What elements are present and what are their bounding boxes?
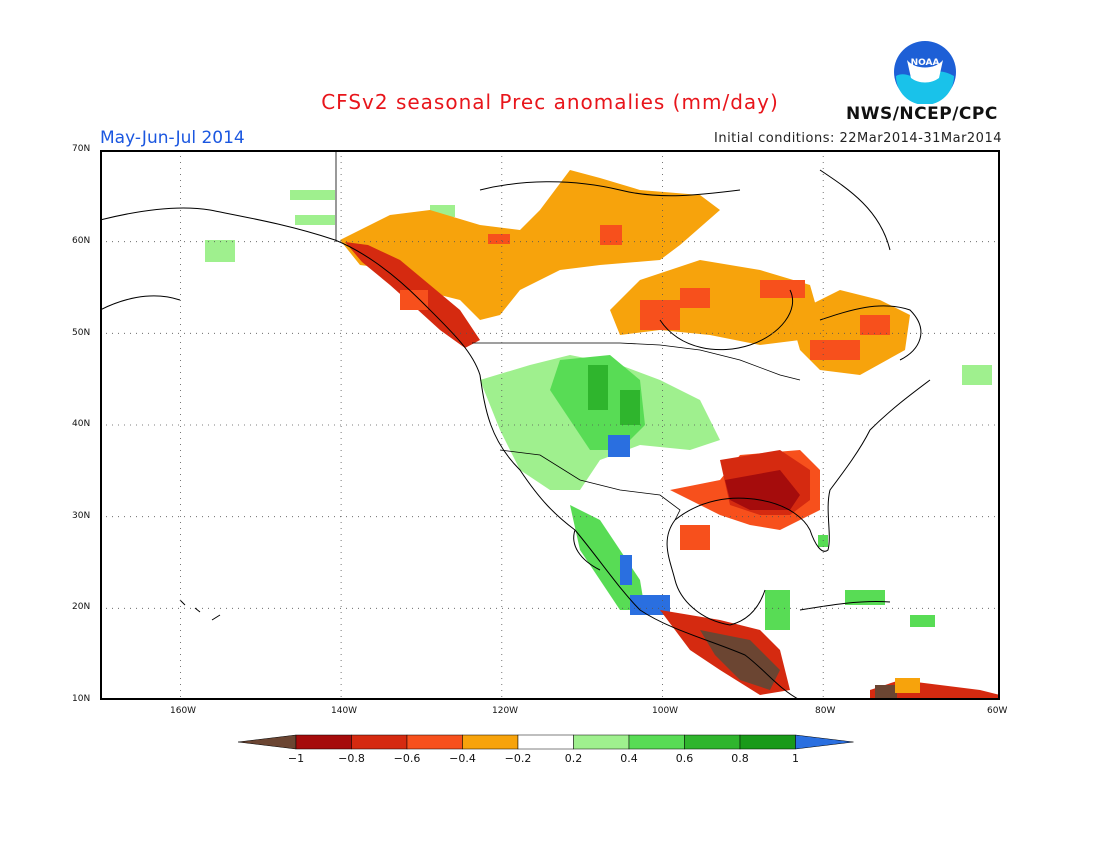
lat-label: 30N	[72, 511, 91, 521]
agency-label: NWS/NCEP/CPC	[846, 104, 998, 124]
colorbar-tick-label: −1	[287, 752, 305, 765]
colorbar-tick-label: 0.4	[620, 752, 638, 765]
chart-title: CFSv2 seasonal Prec anomalies (mm/day)	[321, 90, 779, 114]
colorbar-cell	[739, 734, 796, 750]
colorbar-cell	[406, 734, 463, 750]
colorbar-cell	[462, 734, 519, 750]
graticule	[100, 150, 1000, 700]
anomaly-map	[100, 150, 1000, 700]
colorbar-cell	[628, 734, 685, 750]
lon-label: 120W	[492, 706, 519, 716]
lat-label: 10N	[72, 694, 91, 704]
logo-text: NOAA	[911, 58, 940, 68]
lon-label: 80W	[815, 706, 836, 716]
colorbar-tick-label: 0.8	[731, 752, 749, 765]
colorbar-cell	[684, 734, 741, 750]
anomaly-shading	[205, 170, 1000, 700]
colorbar-tick-label: 0.6	[675, 752, 694, 765]
initial-conditions: Initial conditions: 22Mar2014-31Mar2014	[714, 131, 1002, 146]
lon-label: 140W	[331, 706, 358, 716]
colorbar-tick-label: −0.8	[338, 752, 365, 765]
colorbar-tick-label: −0.2	[504, 752, 532, 765]
colorbar-cell	[517, 734, 574, 750]
lat-label: 60N	[72, 236, 91, 246]
colorbar-cell	[295, 734, 352, 750]
lat-label: 50N	[72, 328, 91, 338]
noaa-logo: NOAA	[894, 41, 956, 104]
colorbar-cell	[351, 734, 408, 750]
lat-label: 40N	[72, 419, 91, 429]
colorbar-tick-label: 1	[792, 752, 799, 765]
colorbar-arrow-high	[795, 734, 854, 750]
colorbar-tick-label: −0.4	[449, 752, 476, 765]
political-borders	[335, 150, 801, 521]
colorbar-tick-label: 0.2	[564, 752, 583, 765]
colorbar-arrow-low	[237, 734, 297, 750]
colorbar	[237, 734, 854, 750]
colorbar-cell	[573, 734, 630, 750]
lat-label: 70N	[72, 144, 91, 154]
colorbar-tick-label: −0.6	[393, 752, 421, 765]
valid-period: May-Jun-Jul 2014	[100, 128, 245, 148]
lon-label: 60W	[987, 706, 1008, 716]
lat-label: 20N	[72, 602, 91, 612]
map-frame	[100, 150, 1000, 700]
coastlines	[100, 169, 931, 700]
lon-label: 100W	[652, 706, 679, 716]
lon-label: 160W	[170, 706, 197, 716]
